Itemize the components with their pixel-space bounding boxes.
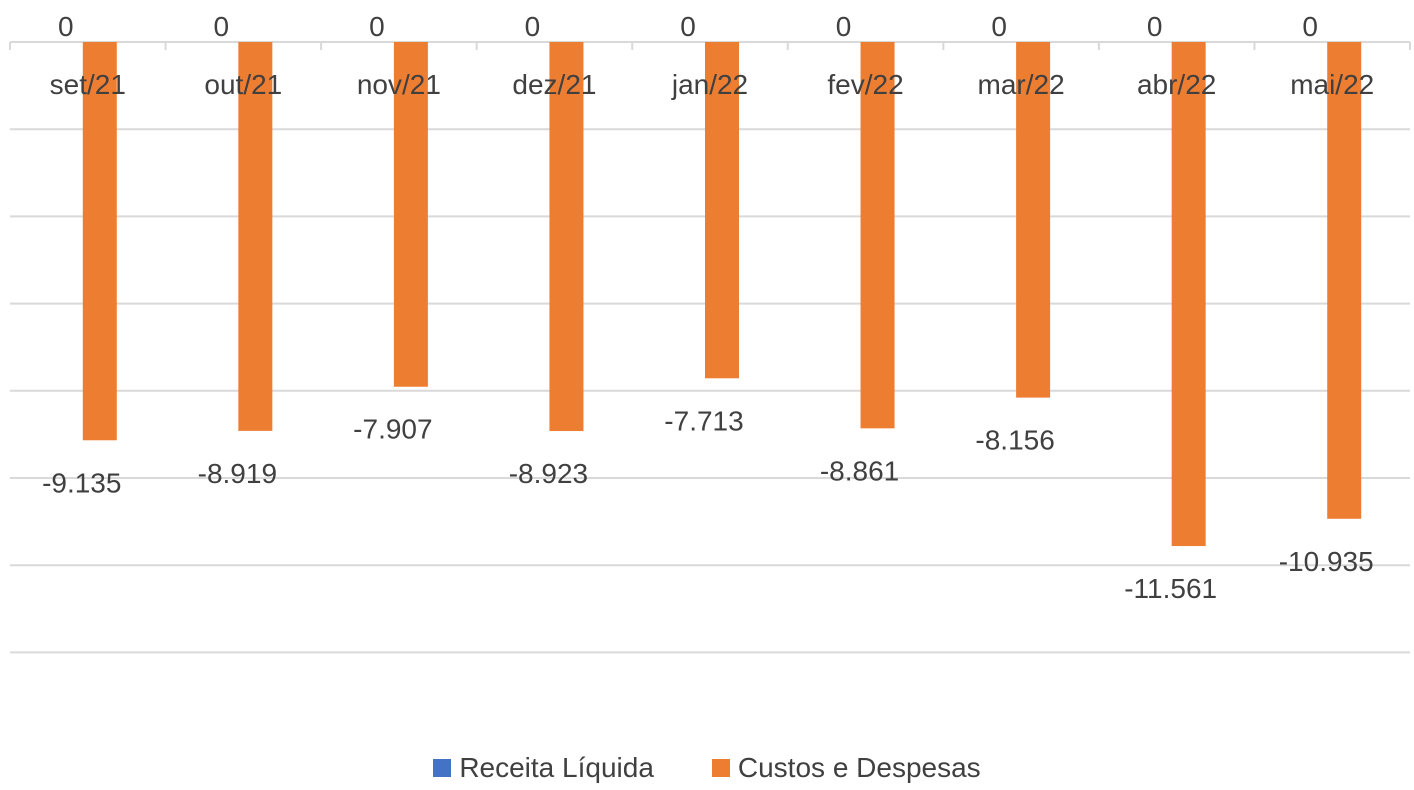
x-tick-label: dez/21 bbox=[512, 69, 596, 100]
data-label-receita: 0 bbox=[525, 11, 541, 42]
x-tick-label: mar/22 bbox=[978, 69, 1065, 100]
x-tick-label: fev/22 bbox=[827, 69, 903, 100]
x-tick-label: abr/22 bbox=[1137, 69, 1216, 100]
bar-custos bbox=[1171, 42, 1206, 547]
data-label-custos: -8.861 bbox=[820, 455, 899, 486]
bar-custos bbox=[1016, 42, 1051, 398]
data-label-custos: -8.919 bbox=[198, 458, 277, 489]
x-tick-label: nov/21 bbox=[357, 69, 441, 100]
legend-item-receita: Receita Líquida bbox=[433, 752, 654, 784]
bar-custos bbox=[393, 42, 428, 387]
data-label-custos: -8.923 bbox=[509, 458, 588, 489]
data-label-receita: 0 bbox=[214, 11, 230, 42]
bar-custos bbox=[238, 42, 273, 431]
data-label-custos: -8.156 bbox=[975, 425, 1054, 456]
bar-custos bbox=[549, 42, 584, 432]
data-label-custos: -9.135 bbox=[42, 467, 121, 498]
data-label-receita: 0 bbox=[991, 11, 1007, 42]
data-label-receita: 0 bbox=[369, 11, 385, 42]
legend-label-receita: Receita Líquida bbox=[459, 752, 654, 783]
x-tick-label: set/21 bbox=[50, 69, 126, 100]
bar-custos bbox=[1327, 42, 1362, 519]
x-tick-label: mai/22 bbox=[1290, 69, 1374, 100]
data-label-custos: -11.561 bbox=[1124, 573, 1217, 604]
data-label-receita: 0 bbox=[836, 11, 852, 42]
bar-custos bbox=[860, 42, 895, 429]
x-tick-label: jan/22 bbox=[671, 69, 748, 100]
chart-plot: 0 -9.135 set/21 0 -8.919 out/21 0 -7.907 nov/21 0… bbox=[9, 11, 1411, 654]
data-label-custos: -7.713 bbox=[664, 405, 743, 436]
legend-item-custos: Custos e Despesas bbox=[711, 752, 981, 784]
data-label-receita: 0 bbox=[1147, 11, 1163, 42]
data-label-receita: 0 bbox=[680, 11, 696, 42]
data-label-custos: -7.907 bbox=[353, 414, 432, 445]
data-label-receita: 0 bbox=[58, 11, 74, 42]
legend-swatch-custos bbox=[711, 759, 730, 777]
legend-swatch-receita bbox=[433, 759, 452, 777]
x-tick-label: out/21 bbox=[204, 69, 282, 100]
bar-custos bbox=[705, 42, 739, 379]
data-label-receita: 0 bbox=[1302, 11, 1318, 42]
data-label-custos: -10.935 bbox=[1279, 546, 1374, 577]
legend-label-custos: Custos e Despesas bbox=[737, 752, 981, 783]
bar-custos bbox=[82, 42, 117, 441]
legend: Receita Líquida Custos e Despesas bbox=[0, 752, 1414, 784]
